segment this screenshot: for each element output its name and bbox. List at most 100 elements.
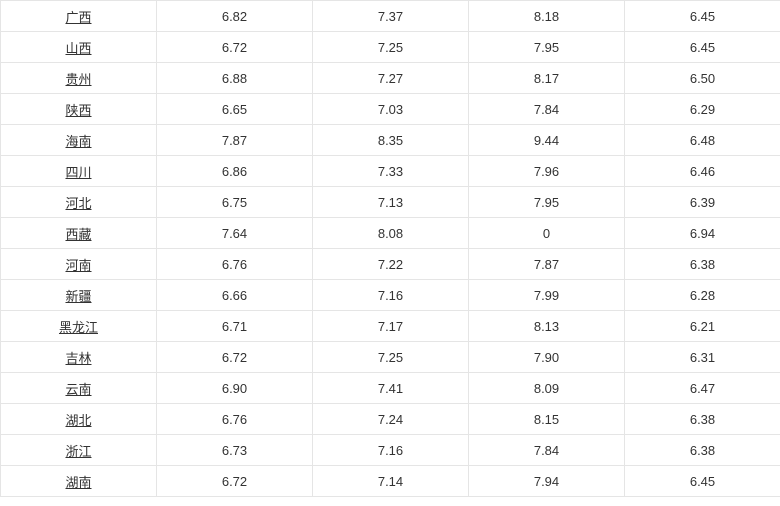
province-cell[interactable]: 广西 [1, 1, 157, 32]
province-link[interactable]: 云南 [65, 382, 91, 397]
value-cell-c1: 6.75 [157, 187, 313, 218]
province-cell[interactable]: 海南 [1, 125, 157, 156]
table-row: 新疆6.667.167.996.28 [1, 280, 780, 311]
value-cell-c2: 7.14 [313, 466, 469, 497]
value-cell-c2: 7.33 [313, 156, 469, 187]
value-cell-c1: 6.76 [157, 249, 313, 280]
price-table: 广西6.827.378.186.45山西6.727.257.956.45贵州6.… [0, 0, 780, 497]
value-cell-c3: 8.15 [469, 404, 625, 435]
province-cell[interactable]: 浙江 [1, 435, 157, 466]
province-link[interactable]: 陕西 [65, 103, 91, 118]
value-cell-c1: 6.82 [157, 1, 313, 32]
province-link[interactable]: 贵州 [65, 72, 91, 87]
province-cell[interactable]: 四川 [1, 156, 157, 187]
value-cell-c1: 6.72 [157, 466, 313, 497]
province-link[interactable]: 湖南 [65, 475, 91, 490]
province-cell[interactable]: 湖南 [1, 466, 157, 497]
value-cell-c4: 6.38 [625, 249, 780, 280]
value-cell-c1: 6.72 [157, 32, 313, 63]
province-cell[interactable]: 西藏 [1, 218, 157, 249]
table-row: 西藏 7.648.0806.94 [1, 218, 780, 249]
value-cell-c1: 7.64 [157, 218, 313, 249]
value-cell-c2: 7.25 [313, 32, 469, 63]
province-link[interactable]: 河北 [65, 196, 91, 211]
value-cell-c4: 6.38 [625, 404, 780, 435]
province-link[interactable]: 新疆 [65, 289, 91, 304]
value-cell-c2: 7.27 [313, 63, 469, 94]
table-row: 吉林6.727.257.906.31 [1, 342, 780, 373]
table-row: 湖南 6.727.147.946.45 [1, 466, 780, 497]
province-cell[interactable]: 河北 [1, 187, 157, 218]
value-cell-c2: 7.03 [313, 94, 469, 125]
value-cell-c4: 6.45 [625, 466, 780, 497]
table-row: 河北 6.757.137.956.39 [1, 187, 780, 218]
province-cell[interactable]: 贵州 [1, 63, 157, 94]
value-cell-c2: 8.08 [313, 218, 469, 249]
value-cell-c4: 6.50 [625, 63, 780, 94]
province-link[interactable]: 山西 [65, 41, 91, 56]
value-cell-c2: 7.24 [313, 404, 469, 435]
value-cell-c1: 6.88 [157, 63, 313, 94]
table-row: 海南 7.878.359.446.48 [1, 125, 780, 156]
value-cell-c1: 6.72 [157, 342, 313, 373]
value-cell-c3: 8.18 [469, 1, 625, 32]
value-cell-c3: 9.44 [469, 125, 625, 156]
value-cell-c4: 6.39 [625, 187, 780, 218]
value-cell-c1: 6.90 [157, 373, 313, 404]
value-cell-c3: 8.09 [469, 373, 625, 404]
value-cell-c4: 6.21 [625, 311, 780, 342]
value-cell-c3: 7.94 [469, 466, 625, 497]
table-row: 浙江6.737.167.846.38 [1, 435, 780, 466]
province-cell[interactable]: 河南 [1, 249, 157, 280]
province-link[interactable]: 浙江 [65, 444, 91, 459]
value-cell-c4: 6.38 [625, 435, 780, 466]
value-cell-c4: 6.48 [625, 125, 780, 156]
value-cell-c1: 6.86 [157, 156, 313, 187]
value-cell-c3: 7.84 [469, 435, 625, 466]
value-cell-c3: 7.99 [469, 280, 625, 311]
value-cell-c1: 6.66 [157, 280, 313, 311]
value-cell-c4: 6.29 [625, 94, 780, 125]
table-row: 云南6.907.418.096.47 [1, 373, 780, 404]
province-cell[interactable]: 湖北 [1, 404, 157, 435]
province-link[interactable]: 河南 [65, 258, 91, 273]
value-cell-c4: 6.45 [625, 32, 780, 63]
value-cell-c1: 6.73 [157, 435, 313, 466]
table-row: 四川6.867.337.966.46 [1, 156, 780, 187]
value-cell-c3: 7.84 [469, 94, 625, 125]
value-cell-c4: 6.45 [625, 1, 780, 32]
table-row: 贵州 6.887.278.176.50 [1, 63, 780, 94]
value-cell-c4: 6.94 [625, 218, 780, 249]
province-link[interactable]: 西藏 [65, 227, 91, 242]
province-cell[interactable]: 山西 [1, 32, 157, 63]
province-cell[interactable]: 黑龙江 [1, 311, 157, 342]
province-link[interactable]: 广西 [65, 10, 91, 25]
value-cell-c2: 7.17 [313, 311, 469, 342]
value-cell-c1: 6.76 [157, 404, 313, 435]
value-cell-c4: 6.46 [625, 156, 780, 187]
value-cell-c2: 7.22 [313, 249, 469, 280]
province-cell[interactable]: 云南 [1, 373, 157, 404]
province-cell[interactable]: 陕西 [1, 94, 157, 125]
table-row: 河南6.767.227.876.38 [1, 249, 780, 280]
value-cell-c2: 7.16 [313, 280, 469, 311]
value-cell-c3: 7.95 [469, 32, 625, 63]
value-cell-c2: 7.13 [313, 187, 469, 218]
value-cell-c3: 8.17 [469, 63, 625, 94]
province-link[interactable]: 海南 [65, 134, 91, 149]
province-link[interactable]: 吉林 [65, 351, 91, 366]
value-cell-c3: 7.95 [469, 187, 625, 218]
province-cell[interactable]: 吉林 [1, 342, 157, 373]
province-link[interactable]: 湖北 [65, 413, 91, 428]
table-row: 陕西6.657.037.846.29 [1, 94, 780, 125]
table-row: 山西 6.727.257.956.45 [1, 32, 780, 63]
province-link[interactable]: 黑龙江 [59, 320, 98, 335]
table-row: 广西6.827.378.186.45 [1, 1, 780, 32]
value-cell-c2: 7.41 [313, 373, 469, 404]
value-cell-c3: 0 [469, 218, 625, 249]
province-link[interactable]: 四川 [65, 165, 91, 180]
value-cell-c3: 8.13 [469, 311, 625, 342]
value-cell-c1: 7.87 [157, 125, 313, 156]
value-cell-c2: 8.35 [313, 125, 469, 156]
province-cell[interactable]: 新疆 [1, 280, 157, 311]
